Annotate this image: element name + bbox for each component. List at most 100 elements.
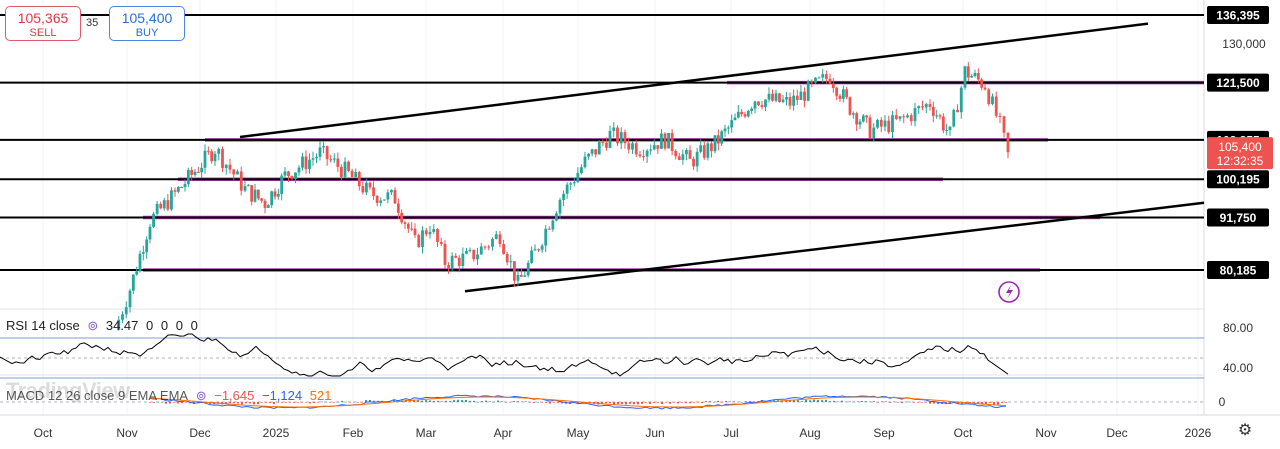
sell-button[interactable]: 105,365 SELL	[5, 6, 81, 41]
alert-icon[interactable]	[998, 281, 1020, 303]
macd-hist-bar	[637, 402, 639, 405]
macd-hist-bar	[785, 400, 787, 402]
rsi-extra-2: 0	[175, 318, 183, 333]
macd-hist-bar	[281, 402, 283, 403]
candle-body	[764, 99, 767, 108]
candle-body	[642, 156, 645, 158]
candle-body	[670, 133, 674, 151]
macd-hist-bar	[957, 402, 959, 404]
time-axis: Oct Nov Dec 2025 Feb Mar Apr May Jun Jul Aug Sep Oct…	[34, 426, 1212, 440]
candle-body	[681, 154, 685, 161]
candle-body	[270, 191, 274, 206]
macd-hist-bar	[453, 400, 455, 402]
candle-body	[315, 156, 318, 159]
candle-body	[750, 108, 754, 111]
candle-body	[998, 115, 1002, 117]
candle-body	[329, 159, 333, 161]
macd-hist-bar	[685, 402, 687, 404]
candle-body	[443, 243, 447, 265]
level-label-bg-0	[1207, 6, 1269, 24]
macd-hist-bar	[861, 401, 863, 402]
candle-body	[688, 150, 692, 159]
candle-body	[597, 142, 601, 155]
rsi-extra-0: 0	[146, 318, 154, 333]
candle-body	[193, 171, 197, 175]
rsi-extra-3: 0	[190, 318, 198, 333]
buy-button[interactable]: 105,400 BUY	[109, 6, 185, 41]
macd-hist-bar	[641, 402, 643, 404]
candle-body	[379, 200, 383, 203]
candle-body	[594, 149, 598, 155]
candle-body	[788, 97, 792, 106]
macd-hist-bar	[821, 400, 823, 402]
candle-body	[487, 246, 491, 248]
candle-body	[612, 127, 616, 131]
candle-body	[203, 150, 207, 168]
macd-hist-bar	[793, 399, 795, 402]
macd-hist-bar	[885, 401, 887, 402]
candle-body	[121, 314, 124, 320]
time-label-15: 2026	[1185, 426, 1212, 440]
gear-icon[interactable]: ⚙	[1237, 422, 1253, 439]
candle-body	[753, 101, 757, 109]
candle-body	[382, 199, 386, 201]
candle-body	[357, 172, 361, 187]
candle-body	[623, 132, 627, 144]
macd-hist-bar	[413, 399, 415, 402]
macd-hist-bar	[433, 400, 435, 402]
candle-body	[569, 183, 573, 185]
macd-hist-bar	[973, 402, 975, 403]
macd-hist-bar	[357, 402, 359, 403]
macd-hist-bar	[225, 402, 227, 404]
candle-body	[516, 275, 520, 281]
macd-hist-bar	[681, 402, 683, 403]
candle-body	[785, 97, 788, 100]
candle-body	[124, 307, 128, 315]
macd-hist-bar	[241, 402, 243, 405]
macd-hist-bar	[461, 400, 463, 402]
candle-body	[325, 146, 329, 160]
macd-hist-bar	[185, 402, 187, 403]
candle-body	[855, 113, 859, 125]
macd-hist-bar	[849, 401, 851, 403]
macd-hist-bar	[553, 402, 555, 403]
macd-hist-bar	[933, 402, 935, 404]
candle-body	[450, 255, 454, 269]
candle-body	[876, 119, 879, 128]
macd-hist-bar	[209, 402, 211, 405]
macd-hist-bar	[293, 402, 295, 403]
macd-hist-bar	[993, 402, 995, 405]
macd-legend[interactable]: MACD 12 26 close 9 EMA EMA ⊚ −1,645 −1,1…	[6, 388, 335, 404]
macd-hist-bar	[545, 402, 547, 403]
rsi-line	[0, 333, 1009, 377]
candle-body	[540, 245, 544, 250]
time-label-4: Feb	[343, 426, 364, 440]
candle-body	[730, 120, 734, 128]
candle-body	[138, 253, 142, 272]
macd-hist-bar	[445, 400, 447, 402]
rsi-settings-icon[interactable]: ⊚	[87, 318, 99, 333]
candle-body	[781, 99, 785, 102]
macd-hist-bar	[869, 401, 871, 403]
candle-body	[935, 115, 939, 117]
rsi-legend[interactable]: RSI 14 close ⊚ 34.47 0 0 0 0	[6, 318, 202, 334]
candle-body	[963, 66, 967, 88]
rsi-extra-1: 0	[160, 318, 169, 333]
macd-hist-bar	[533, 402, 535, 403]
macd-hist-bar	[769, 400, 771, 402]
macd-hist-bar	[261, 402, 263, 403]
candle-body	[228, 164, 232, 170]
macd-hist-bar	[153, 402, 155, 403]
macd-hist-bar	[661, 402, 663, 405]
candle-body	[311, 158, 315, 160]
candle-body	[173, 190, 177, 192]
macd-hist-bar	[369, 399, 371, 402]
macd-settings-icon[interactable]: ⊚	[195, 388, 207, 403]
candle-body	[713, 135, 717, 152]
candle-body	[196, 171, 200, 173]
macd-hist-bar	[285, 402, 287, 403]
candle-body	[631, 143, 634, 150]
macd-hist-bar	[493, 401, 495, 403]
candle-body	[166, 200, 170, 210]
